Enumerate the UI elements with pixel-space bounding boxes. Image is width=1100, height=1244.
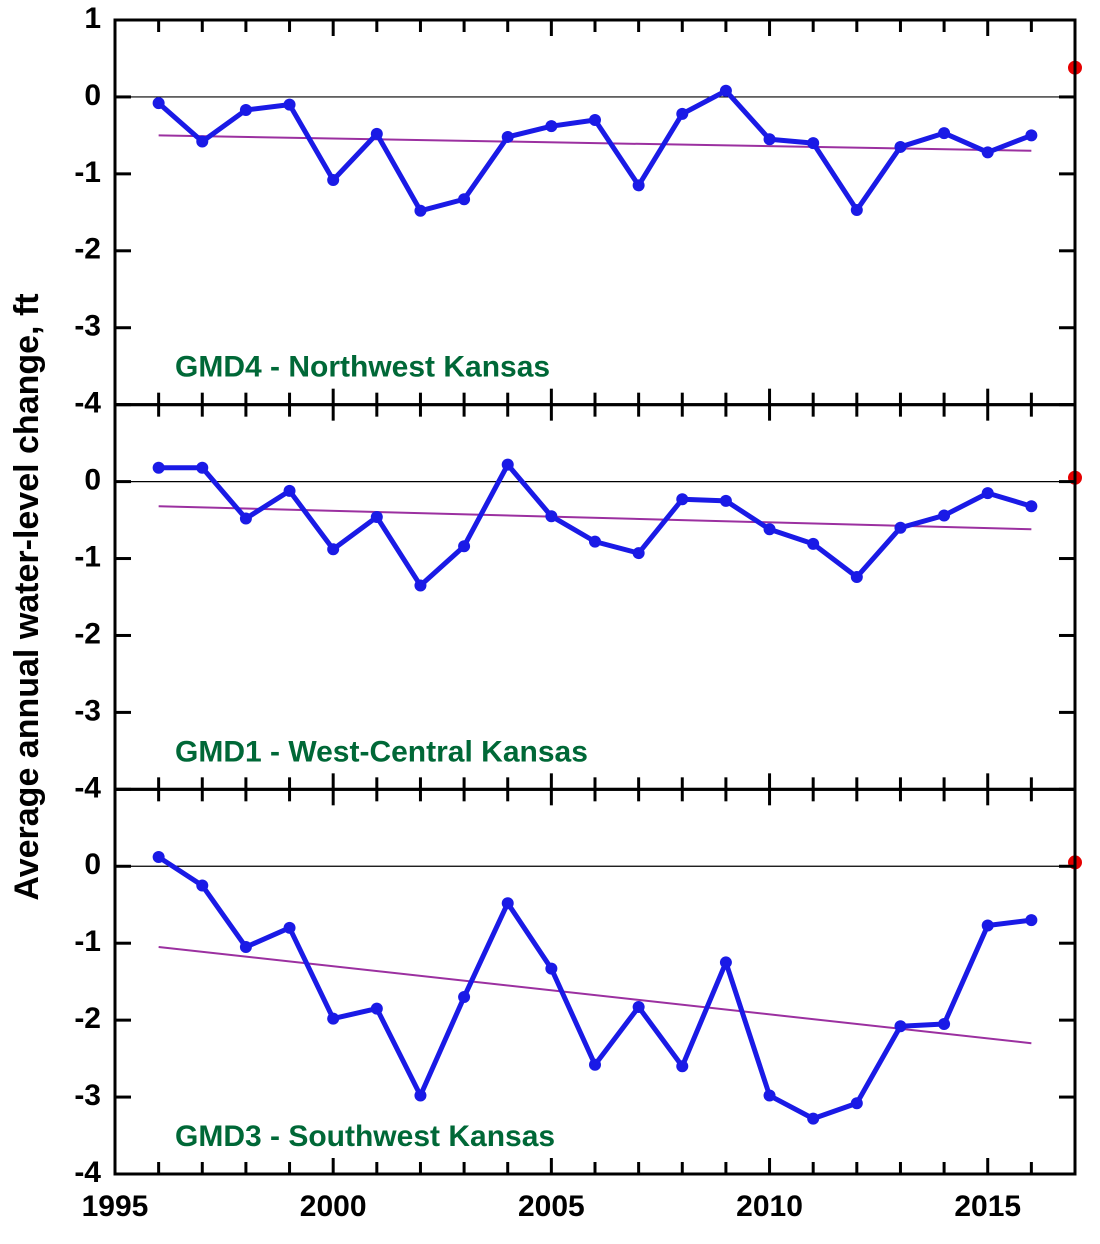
y-tick-label: -4 [74, 771, 101, 804]
data-point [676, 493, 688, 505]
data-point [807, 538, 819, 550]
y-tick-label: 0 [84, 848, 101, 881]
data-point [545, 963, 557, 975]
y-tick-label: -2 [74, 233, 101, 266]
data-point [327, 1013, 339, 1025]
y-tick-label: -3 [74, 694, 101, 727]
data-point [371, 128, 383, 140]
data-point [807, 1113, 819, 1125]
data-point [458, 193, 470, 205]
data-point [894, 141, 906, 153]
y-tick-label: 1 [84, 2, 101, 35]
data-point [720, 495, 732, 507]
data-point [676, 108, 688, 120]
data-point [240, 513, 252, 525]
data-point [414, 205, 426, 217]
data-point [284, 922, 296, 934]
data-point [502, 897, 514, 909]
data-point [1025, 129, 1037, 141]
y-axis-label: Average annual water-level change, ft [8, 293, 46, 900]
y-tick-label: -3 [74, 310, 101, 343]
data-point [284, 485, 296, 497]
data-point [458, 540, 470, 552]
data-point [1025, 500, 1037, 512]
data-point [851, 571, 863, 583]
panel-label: GMD1 - West-Central Kansas [175, 735, 588, 768]
x-tick-label: 2015 [954, 1190, 1021, 1223]
data-point [589, 1059, 601, 1071]
data-point [545, 510, 557, 522]
data-point [240, 104, 252, 116]
data-point [633, 179, 645, 191]
data-point [196, 462, 208, 474]
y-tick-label: -1 [74, 925, 101, 958]
chart-container: Average annual water-level change, ft 1 0 -… [0, 0, 1100, 1244]
data-point [414, 579, 426, 591]
data-point [764, 133, 776, 145]
data-point [633, 1001, 645, 1013]
data-point [371, 1003, 383, 1015]
x-tick-label: 1995 [82, 1190, 149, 1223]
y-tick-label: -1 [74, 540, 101, 573]
data-point [196, 880, 208, 892]
data-point [982, 146, 994, 158]
data-point [502, 459, 514, 471]
y-tick-label: 0 [84, 79, 101, 112]
x-tick-label: 2000 [300, 1190, 367, 1223]
y-tick-label: 0 [84, 464, 101, 497]
data-point [589, 114, 601, 126]
panel-label: GMD4 - Northwest Kansas [175, 351, 550, 384]
data-point [153, 97, 165, 109]
y-tick-label: -3 [74, 1079, 101, 1112]
data-point [414, 1090, 426, 1102]
data-point [153, 462, 165, 474]
data-point [240, 941, 252, 953]
data-point [807, 137, 819, 149]
data-point [589, 536, 601, 548]
y-tick-label: -2 [74, 1002, 101, 1035]
data-point [982, 920, 994, 932]
data-point [153, 851, 165, 863]
data-point [764, 523, 776, 535]
data-point [284, 99, 296, 111]
y-tick-label: -1 [74, 156, 101, 189]
data-point [1025, 914, 1037, 926]
panel-label: GMD3 - Southwest Kansas [175, 1120, 555, 1153]
data-point [545, 120, 557, 132]
data-point [851, 1097, 863, 1109]
data-point [196, 136, 208, 148]
data-point [327, 543, 339, 555]
data-point [894, 522, 906, 534]
data-point [633, 547, 645, 559]
data-point [938, 509, 950, 521]
data-point [938, 1018, 950, 1030]
data-point [764, 1090, 776, 1102]
x-tick-label: 2010 [736, 1190, 803, 1223]
y-tick-label: -4 [74, 387, 101, 420]
data-point [894, 1020, 906, 1032]
data-point [938, 127, 950, 139]
data-point [676, 1060, 688, 1072]
data-point [458, 991, 470, 1003]
data-point [720, 956, 732, 968]
y-tick-label: -2 [74, 617, 101, 650]
data-point [327, 174, 339, 186]
x-tick-label: 2005 [518, 1190, 585, 1223]
y-tick-label: -4 [74, 1156, 101, 1189]
data-point [982, 487, 994, 499]
data-point [371, 511, 383, 523]
data-point [502, 131, 514, 143]
data-point [851, 204, 863, 216]
data-point [720, 85, 732, 97]
